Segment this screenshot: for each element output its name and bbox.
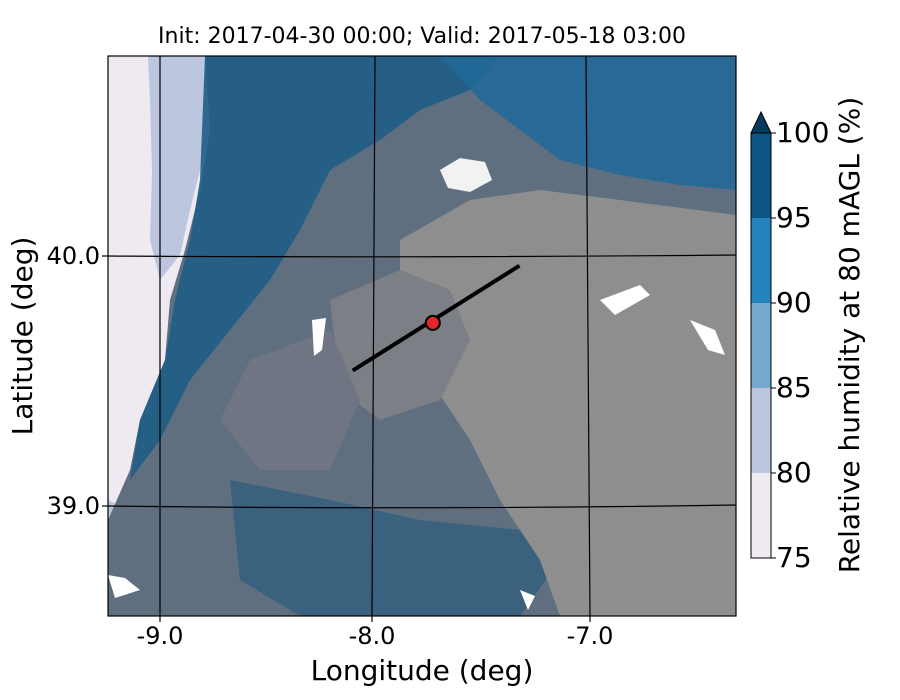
colorbar-tick-label: 95 [776, 201, 812, 234]
humid-zone-northwest [130, 56, 500, 480]
map-frame [107, 55, 737, 617]
map-area[interactable] [108, 56, 736, 616]
location-marker[interactable] [424, 314, 441, 331]
colorbar-label: Relative humidity at 80 mAGL (%) [833, 97, 866, 574]
x-tick-label: -9.0 [137, 622, 184, 650]
colorbar-tick-label: 85 [776, 371, 812, 404]
white-patch [312, 318, 326, 356]
white-patch [690, 320, 725, 355]
white-patch [600, 285, 650, 315]
colorbar-tick-label: 75 [776, 541, 812, 574]
colorbar-band [751, 133, 771, 218]
y-tick-label: 40.0 [47, 242, 100, 270]
x-tick-label: -8.0 [349, 622, 396, 650]
humid-zone-north [440, 56, 736, 190]
white-patch [440, 158, 492, 192]
dry-interior [400, 190, 736, 616]
colorbar-band [751, 218, 771, 303]
y-tick-label: 39.0 [47, 492, 100, 520]
colorbar-frame [750, 132, 772, 559]
axis-ticks [102, 255, 591, 622]
colorbar-tick-label: 90 [776, 286, 812, 319]
colorbar: 75 80 85 90 95 100 Relative humidity at … [750, 97, 866, 574]
transition-zone [330, 270, 470, 420]
white-patch [108, 575, 140, 598]
colorbar-tick-label: 80 [776, 456, 812, 489]
colorbar-band [751, 303, 771, 388]
white-patch [520, 590, 535, 610]
y-axis-label: Latitude (deg) [6, 237, 39, 436]
humid-zone-south [230, 480, 560, 616]
mid-zone [220, 330, 360, 470]
plot-title: Init: 2017-04-30 00:00; Valid: 2017-05-1… [158, 24, 686, 49]
x-axis-label: Longitude (deg) [311, 654, 534, 687]
colorbar-extend-arrow [750, 110, 772, 134]
x-tick-label: -7.0 [567, 622, 614, 650]
colorbar-tick-label: 100 [776, 116, 829, 149]
colorbar-band [751, 388, 771, 473]
graticule [108, 56, 736, 616]
colorbar-band [751, 473, 771, 558]
